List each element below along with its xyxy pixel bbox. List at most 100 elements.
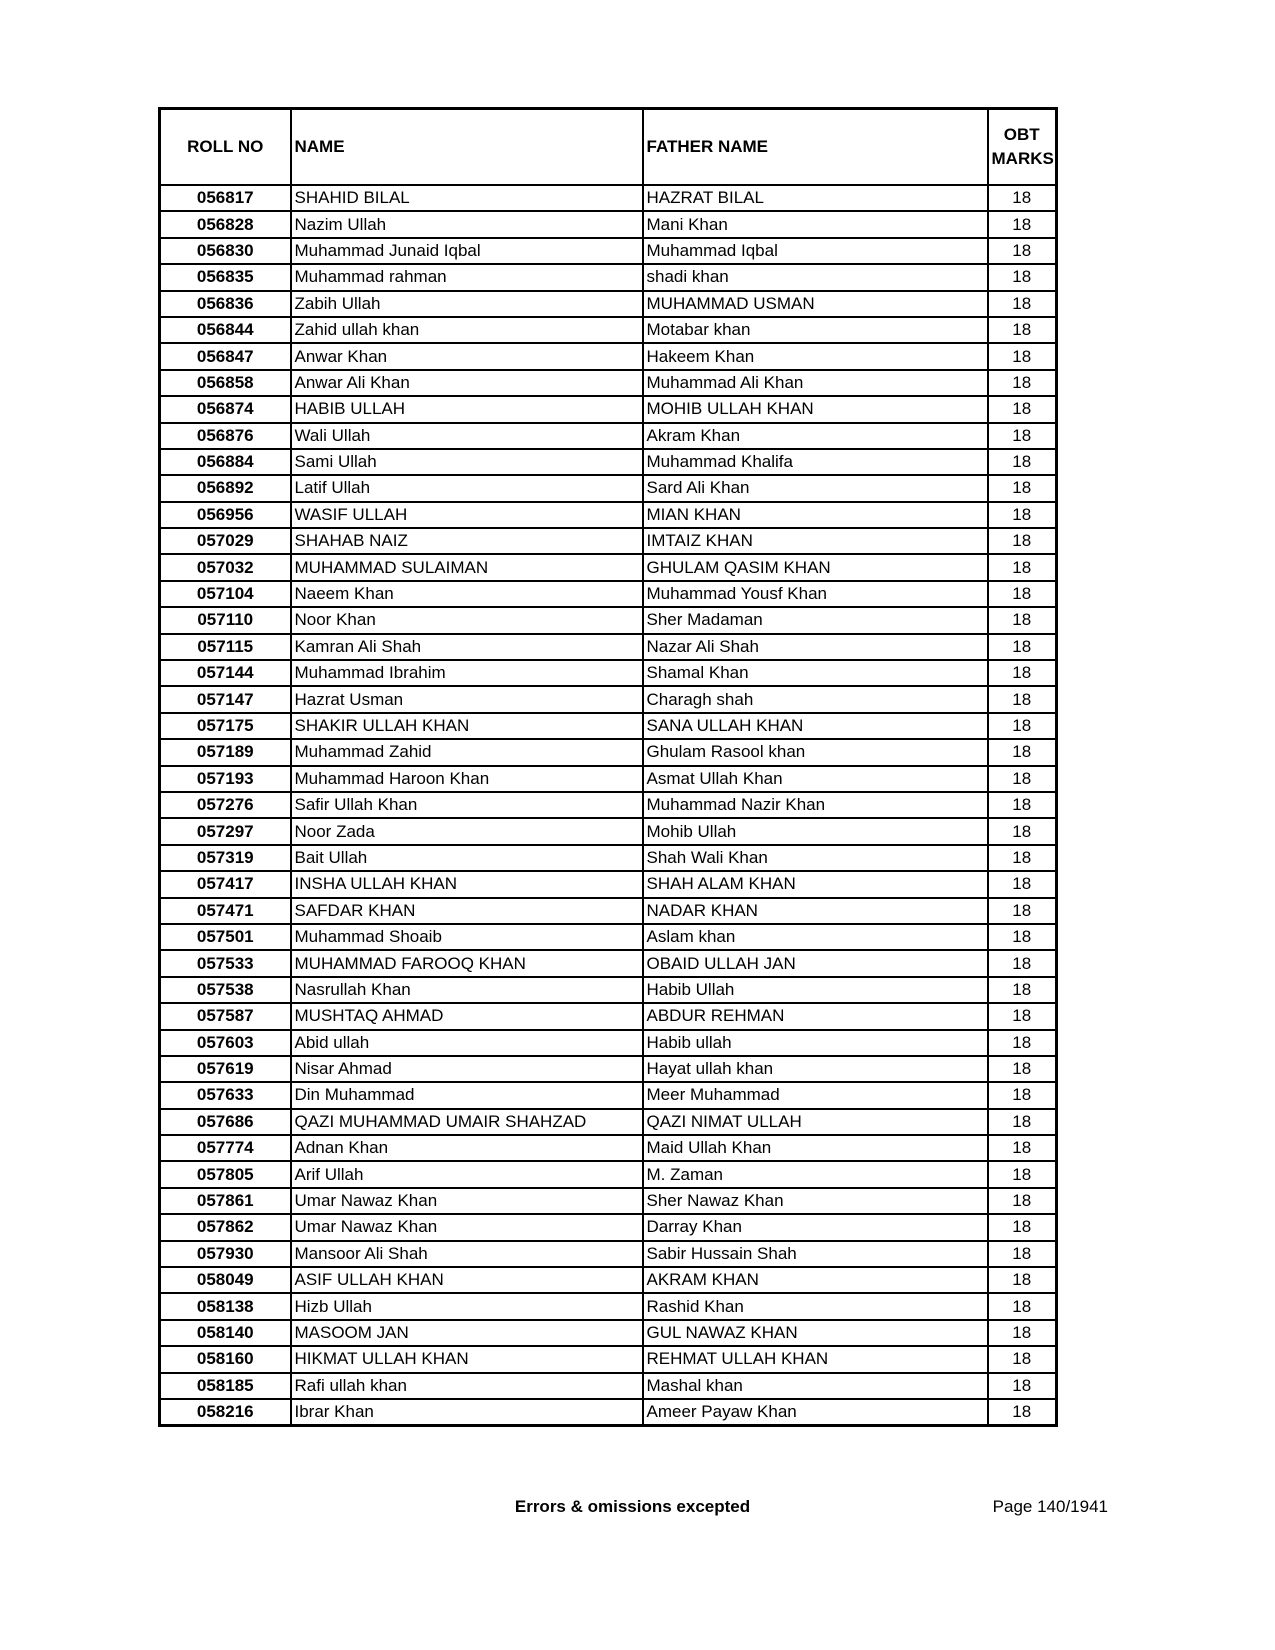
father-name-cell: OBAID ULLAH JAN — [641, 949, 989, 978]
results-table: ROLL NO NAME FATHER NAME OBT MARKS 056817… — [158, 107, 1058, 1428]
header-obt-marks: OBT MARKS — [986, 107, 1058, 186]
father-name-cell: Shamal Khan — [641, 659, 989, 688]
roll-no-cell: 056956 — [158, 500, 292, 530]
table-row: 057862 Umar Nawaz Khan Darray Khan 18 — [158, 1213, 1058, 1242]
table-row: 057189 Muhammad Zahid Ghulam Rasool khan 18 — [158, 738, 1058, 767]
roll-no-cell: 057633 — [158, 1081, 292, 1110]
father-name-cell: Muhammad Khalifa — [641, 447, 989, 477]
table-row: 056892 Latif Ullah Sard Ali Khan 18 — [158, 474, 1058, 503]
table-row: 057805 Arif Ullah M. Zaman 18 — [158, 1160, 1058, 1189]
name-cell: Hazrat Usman — [289, 685, 644, 714]
father-name-cell: Muhammad Iqbal — [641, 236, 989, 266]
father-name-cell: Maid Ullah Khan — [641, 1134, 989, 1163]
table-row: 057032 MUHAMMAD SULAIMAN GHULAM QASIM KHAN… — [158, 553, 1058, 582]
name-cell: Adnan Khan — [289, 1134, 644, 1163]
roll-no-cell: 058160 — [158, 1345, 292, 1374]
name-cell: Bait Ullah — [289, 843, 644, 873]
roll-no-cell: 057147 — [158, 685, 292, 714]
table-row: 058138 Hizb Ullah Rashid Khan 18 — [158, 1292, 1058, 1321]
name-cell: SHAHAB NAIZ — [289, 527, 644, 556]
father-name-cell: Muhammad Yousf Khan — [641, 579, 989, 609]
roll-no-cell: 058138 — [158, 1292, 292, 1321]
father-name-cell: SANA ULLAH KHAN — [641, 711, 989, 741]
name-cell: MUHAMMAD SULAIMAN — [289, 553, 644, 582]
marks-cell: 18 — [986, 368, 1058, 398]
header-row: ROLL NO NAME FATHER NAME OBT MARKS — [158, 107, 1058, 186]
header-obt: OBT — [1003, 125, 1040, 144]
table-row: 057686 QAZI MUHAMMAD UMAIR SHAHZAD QAZI NI… — [158, 1107, 1058, 1137]
name-cell: Abid ullah — [289, 1028, 644, 1057]
roll-no-cell: 056892 — [158, 474, 292, 503]
father-name-cell: Muhammad Nazir Khan — [641, 790, 989, 820]
father-name-cell: Rashid Khan — [641, 1292, 989, 1321]
header-father-name: FATHER NAME — [641, 107, 989, 186]
roll-no-cell: 056828 — [158, 210, 292, 239]
table-row: 057861 Umar Nawaz Khan Sher Nawaz Khan 18 — [158, 1186, 1058, 1216]
father-name-cell: Aslam khan — [641, 922, 989, 952]
father-name-cell: Ghulam Rasool khan — [641, 738, 989, 767]
table-row: 056844 Zahid ullah khan Motabar khan 18 — [158, 315, 1058, 345]
roll-no-cell: 057930 — [158, 1239, 292, 1269]
father-name-cell: GUL NAWAZ KHAN — [641, 1318, 989, 1348]
father-name-cell: Mashal khan — [641, 1371, 989, 1400]
father-name-cell: GHULAM QASIM KHAN — [641, 553, 989, 582]
table-row: 058185 Rafi ullah khan Mashal khan 18 — [158, 1371, 1058, 1400]
father-name-cell: MIAN KHAN — [641, 500, 989, 530]
name-cell: Sami Ullah — [289, 447, 644, 477]
name-cell: Hizb Ullah — [289, 1292, 644, 1321]
marks-cell: 18 — [986, 817, 1058, 846]
marks-cell: 18 — [986, 1134, 1058, 1163]
father-name-cell: MOHIB ULLAH KHAN — [641, 395, 989, 424]
marks-cell: 18 — [986, 1239, 1058, 1269]
name-cell: Rafi ullah khan — [289, 1371, 644, 1400]
table-row: 058140 MASOOM JAN GUL NAWAZ KHAN 18 — [158, 1318, 1058, 1348]
marks-cell: 18 — [986, 659, 1058, 688]
name-cell: Muhammad rahman — [289, 263, 644, 292]
father-name-cell: ABDUR REHMAN — [641, 1002, 989, 1031]
name-cell: INSHA ULLAH KHAN — [289, 870, 644, 899]
marks-cell: 18 — [986, 553, 1058, 582]
marks-cell: 18 — [986, 474, 1058, 503]
father-name-cell: AKRAM KHAN — [641, 1266, 989, 1295]
table-row: 057603 Abid ullah Habib ullah 18 — [158, 1028, 1058, 1057]
table-row: 057417 INSHA ULLAH KHAN SHAH ALAM KHAN 18 — [158, 870, 1058, 899]
marks-cell: 18 — [986, 1002, 1058, 1031]
name-cell: Muhammad Ibrahim — [289, 659, 644, 688]
table-row: 057147 Hazrat Usman Charagh shah 18 — [158, 685, 1058, 714]
name-cell: QAZI MUHAMMAD UMAIR SHAHZAD — [289, 1107, 644, 1137]
roll-no-cell: 057032 — [158, 553, 292, 582]
table-row: 057774 Adnan Khan Maid Ullah Khan 18 — [158, 1134, 1058, 1163]
table-row: 057104 Naeem Khan Muhammad Yousf Khan 18 — [158, 579, 1058, 609]
roll-no-cell: 057297 — [158, 817, 292, 846]
table-row: 058049 ASIF ULLAH KHAN AKRAM KHAN 18 — [158, 1266, 1058, 1295]
roll-no-cell: 057175 — [158, 711, 292, 741]
marks-cell: 18 — [986, 342, 1058, 371]
table-row: 056876 Wali Ullah Akram Khan 18 — [158, 421, 1058, 450]
marks-cell: 18 — [986, 738, 1058, 767]
marks-cell: 18 — [986, 1028, 1058, 1057]
table-row: 057319 Bait Ullah Shah Wali Khan 18 — [158, 843, 1058, 873]
roll-no-cell: 056835 — [158, 263, 292, 292]
footer-note: Errors & omissions excepted — [514, 1497, 751, 1516]
roll-no-cell: 057193 — [158, 764, 292, 793]
father-name-cell: NADAR KHAN — [641, 896, 989, 925]
name-cell: Zabih Ullah — [289, 289, 644, 318]
roll-no-cell: 057189 — [158, 738, 292, 767]
father-name-cell: Sher Madaman — [641, 606, 989, 635]
page-number: Page 140/1941 — [992, 1497, 1108, 1516]
roll-no-cell: 057805 — [158, 1160, 292, 1189]
marks-cell: 18 — [986, 527, 1058, 556]
table-row: 057115 Kamran Ali Shah Nazar Ali Shah 18 — [158, 632, 1058, 662]
marks-cell: 18 — [986, 263, 1058, 292]
roll-no-cell: 057533 — [158, 949, 292, 978]
name-cell: Kamran Ali Shah — [289, 632, 644, 662]
marks-cell: 18 — [986, 870, 1058, 899]
table-row: 056828 Nazim Ullah Mani Khan 18 — [158, 210, 1058, 239]
name-cell: Anwar Ali Khan — [289, 368, 644, 398]
name-cell: Muhammad Haroon Khan — [289, 764, 644, 793]
marks-cell: 18 — [986, 1213, 1058, 1242]
table-row: 056835 Muhammad rahman shadi khan 18 — [158, 263, 1058, 292]
table-row: 057533 MUHAMMAD FAROOQ KHAN OBAID ULLAH JA… — [158, 949, 1058, 978]
father-name-cell: Hakeem Khan — [641, 342, 989, 371]
roll-no-cell: 057538 — [158, 975, 292, 1005]
